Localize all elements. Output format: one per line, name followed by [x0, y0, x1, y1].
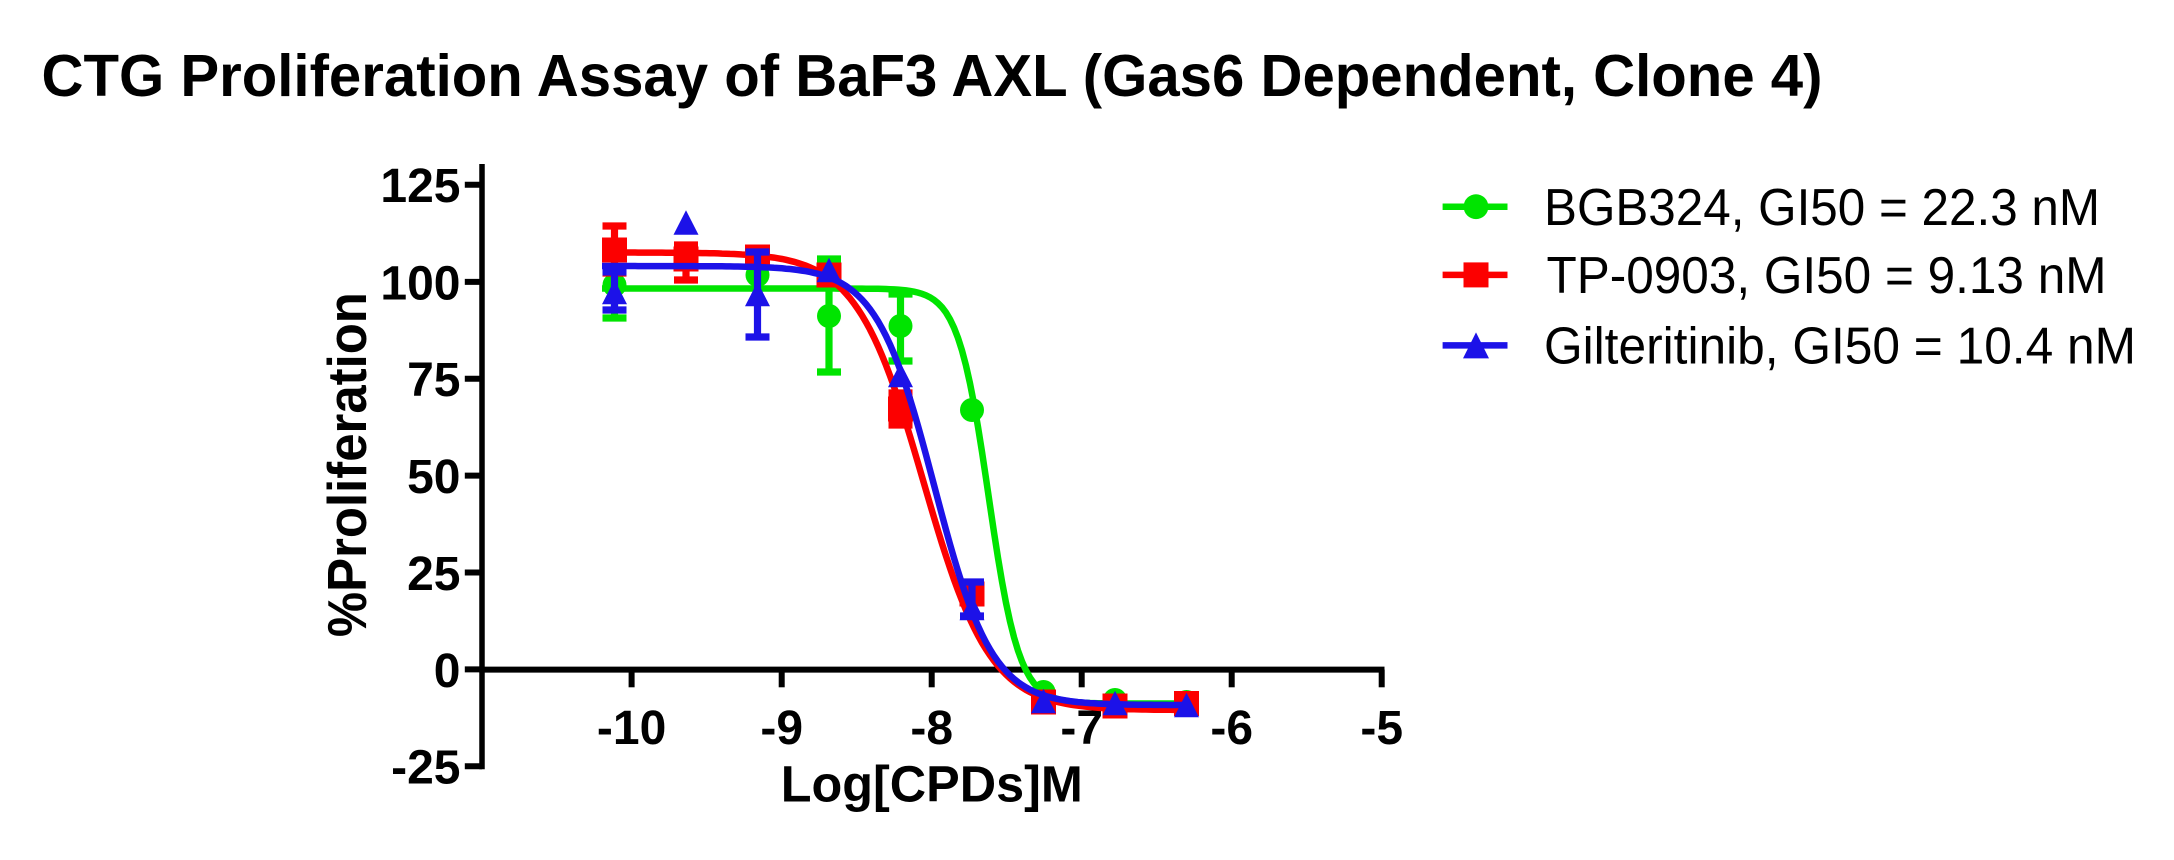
svg-text:25: 25 [407, 548, 460, 601]
svg-text:TP-0903, GI50 = 9.13 nM: TP-0903, GI50 = 9.13 nM [1547, 247, 2107, 305]
svg-text:Log[CPDs]M: Log[CPDs]M [781, 756, 1083, 813]
svg-text:-9: -9 [760, 702, 803, 755]
svg-text:-25: -25 [391, 742, 460, 795]
svg-text:-7: -7 [1060, 702, 1103, 755]
svg-text:50: 50 [407, 451, 460, 504]
svg-text:100: 100 [380, 257, 460, 310]
svg-text:75: 75 [407, 354, 460, 407]
svg-text:BGB324, GI50 = 22.3 nM: BGB324, GI50 = 22.3 nM [1544, 179, 2100, 237]
svg-text:Gilteritinib, GI50 = 10.4 nM: Gilteritinib, GI50 = 10.4 nM [1544, 318, 2136, 376]
svg-text:-10: -10 [597, 702, 666, 755]
svg-text:CTG Proliferation Assay of BaF: CTG Proliferation Assay of BaF3 AXL (Gas… [42, 43, 1823, 109]
svg-text:125: 125 [380, 160, 460, 213]
svg-text:%Proliferation: %Proliferation [316, 292, 378, 637]
svg-text:-5: -5 [1360, 702, 1403, 755]
svg-text:-8: -8 [910, 702, 953, 755]
svg-text:-6: -6 [1210, 702, 1253, 755]
svg-text:0: 0 [434, 645, 461, 698]
